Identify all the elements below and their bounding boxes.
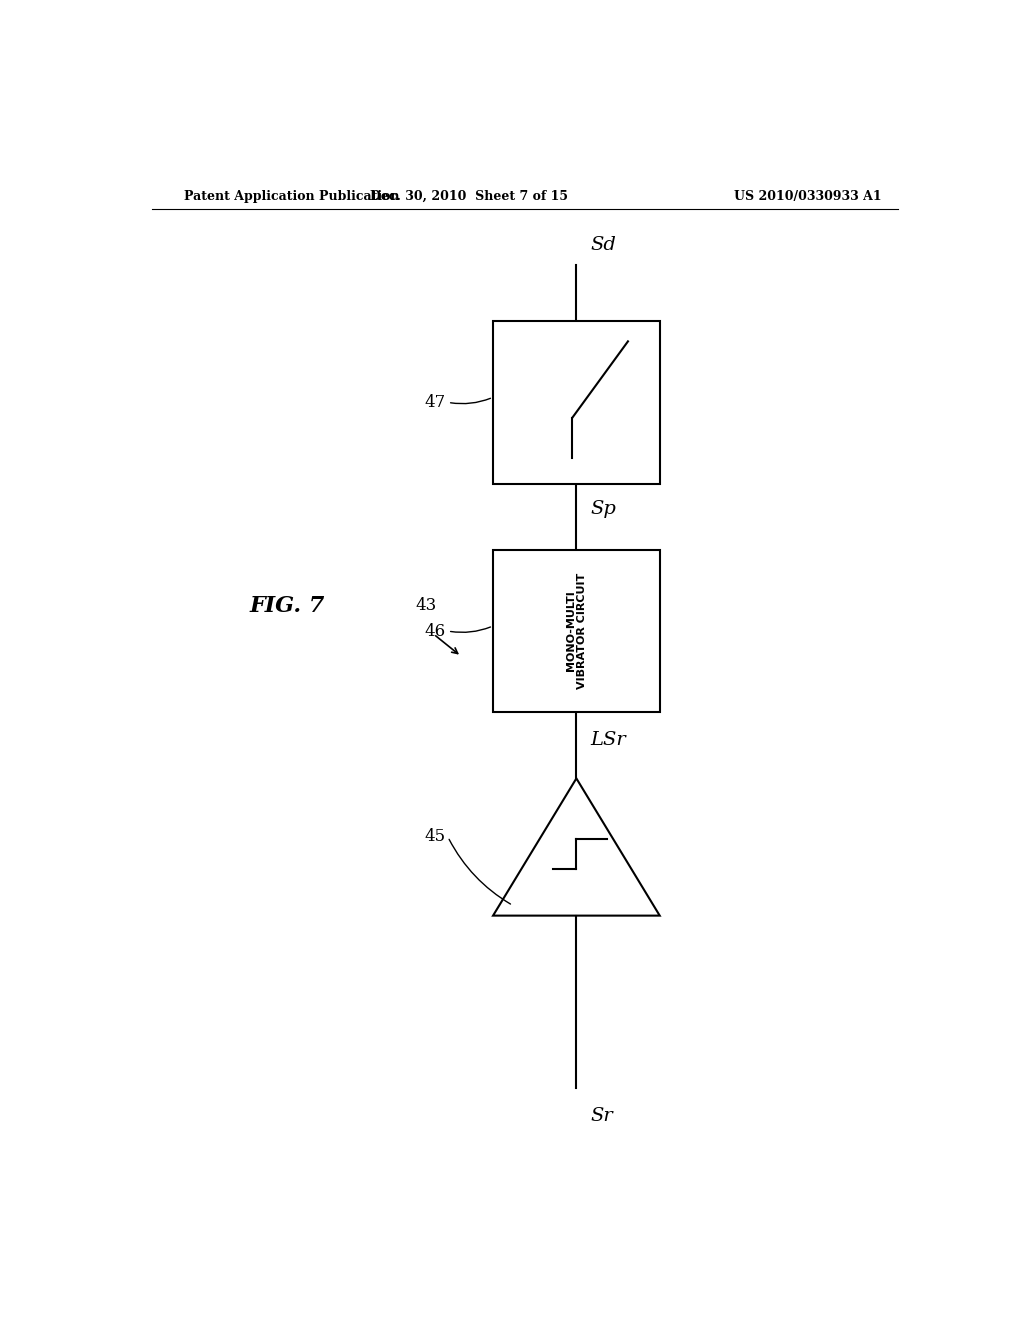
Bar [494, 549, 659, 713]
Text: 43: 43 [415, 597, 436, 614]
Text: Dec. 30, 2010  Sheet 7 of 15: Dec. 30, 2010 Sheet 7 of 15 [371, 190, 568, 202]
Text: Sd: Sd [591, 236, 616, 253]
Text: Sr: Sr [591, 1106, 613, 1125]
Text: 46: 46 [424, 623, 445, 639]
Text: LSr: LSr [591, 731, 627, 750]
Text: US 2010/0330933 A1: US 2010/0330933 A1 [734, 190, 882, 202]
Text: 45: 45 [424, 829, 445, 845]
Text: FIG. 7: FIG. 7 [249, 594, 325, 616]
Text: Patent Application Publication: Patent Application Publication [183, 190, 399, 202]
Text: MONO-MULTI
VIBRATOR CIRCUIT: MONO-MULTI VIBRATOR CIRCUIT [565, 573, 587, 689]
Bar [494, 321, 659, 483]
Text: 47: 47 [424, 393, 445, 411]
Text: Sp: Sp [591, 499, 616, 517]
